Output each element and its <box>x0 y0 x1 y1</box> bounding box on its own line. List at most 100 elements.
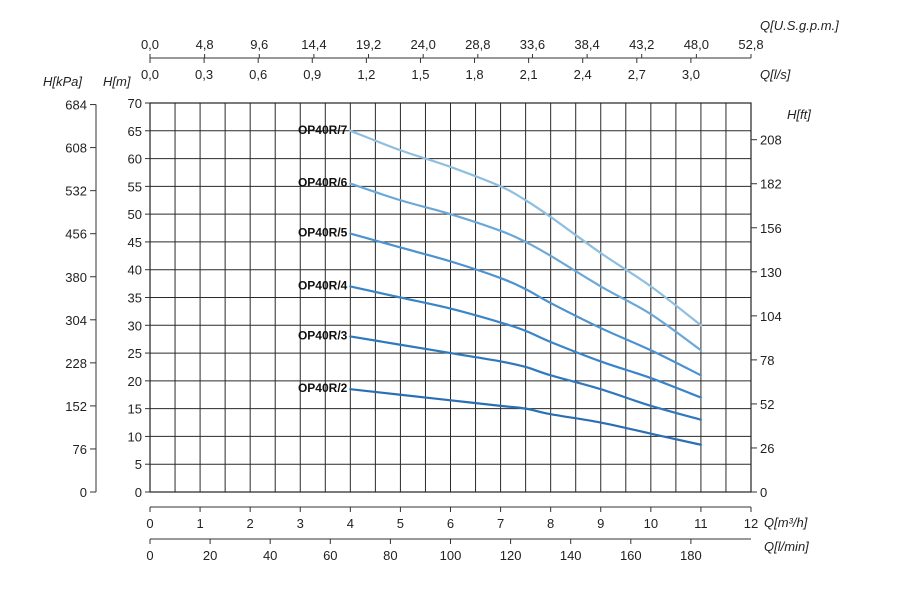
x-tick-label: 2 <box>247 516 254 531</box>
ft-tick-label: 78 <box>760 353 774 368</box>
x-tick-label: 10 <box>644 516 658 531</box>
ls-tick-label: 0,0 <box>141 67 159 82</box>
y-tick-label: 25 <box>128 346 142 361</box>
ls-tick-label: 0,3 <box>195 67 213 82</box>
series-line-op40r-2 <box>349 388 703 446</box>
series-label: OP40R/5 <box>298 226 348 240</box>
kpa-tick-label: 228 <box>65 356 87 371</box>
lmin-tick-label: 20 <box>203 548 217 563</box>
gpm-tick-label: 9,6 <box>250 37 268 52</box>
kpa-tick-label: 0 <box>80 485 87 500</box>
ls-tick-label: 3,0 <box>682 67 700 82</box>
y-tick-label: 20 <box>128 374 142 389</box>
y-tick-label: 10 <box>128 429 142 444</box>
y-tick-label: 65 <box>128 124 142 139</box>
ft-tick-label: 104 <box>760 309 782 324</box>
kpa-tick-label: 380 <box>65 270 87 285</box>
y-tick-label: 5 <box>135 457 142 472</box>
x-tick-label: 11 <box>694 516 708 531</box>
y-tick-label: 0 <box>135 485 142 500</box>
ls-tick-label: 0,9 <box>303 67 321 82</box>
ft-tick-label: 156 <box>760 221 782 236</box>
kpa-tick-label: 456 <box>65 227 87 242</box>
lmin-tick-label: 180 <box>680 548 702 563</box>
x-tick-label: 6 <box>447 516 454 531</box>
gpm-tick-label: 43,2 <box>629 37 654 52</box>
x-tick-label: 4 <box>347 516 354 531</box>
gpm-tick-label: 19,2 <box>356 37 381 52</box>
ls-tick-label: 0,6 <box>249 67 267 82</box>
lmin-tick-label: 160 <box>620 548 642 563</box>
lmin-axis-label: Q[l/min] <box>764 539 809 554</box>
series-line-op40r-7 <box>349 129 703 327</box>
ft-tick-label: 52 <box>760 397 774 412</box>
series-line-op40r-4 <box>349 285 703 399</box>
gpm-tick-label: 28,8 <box>465 37 490 52</box>
ls-tick-label: 2,4 <box>574 67 592 82</box>
ls-tick-label: 1,5 <box>411 67 429 82</box>
y-tick-label: 55 <box>128 179 142 194</box>
kpa-axis-label: H[kPa] <box>43 74 82 89</box>
kpa-tick-label: 76 <box>73 442 87 457</box>
kpa-tick-label: 304 <box>65 313 87 328</box>
ft-tick-label: 182 <box>760 177 782 192</box>
ft-tick-label: 130 <box>760 265 782 280</box>
gpm-tick-label: 33,6 <box>520 37 545 52</box>
y-tick-label: 15 <box>128 402 142 417</box>
gpm-tick-label: 38,4 <box>574 37 599 52</box>
series-label: OP40R/2 <box>298 381 348 395</box>
x-tick-label: 1 <box>196 516 203 531</box>
series-line-op40r-6 <box>349 182 703 352</box>
series-label: OP40R/3 <box>298 328 348 342</box>
y-tick-label: 45 <box>128 235 142 250</box>
kpa-tick-label: 684 <box>65 98 87 113</box>
y-tick-label: 50 <box>128 207 142 222</box>
y-tick-label: 40 <box>128 263 142 278</box>
ft-tick-label: 26 <box>760 441 774 456</box>
y-axis-label: H[m] <box>103 74 131 89</box>
lmin-tick-label: 0 <box>146 548 153 563</box>
gpm-axis-label: Q[U.S.g.p.m.] <box>760 18 839 33</box>
gpm-tick-label: 24,0 <box>411 37 436 52</box>
gpm-tick-label: 4,8 <box>196 37 214 52</box>
lmin-tick-label: 80 <box>383 548 397 563</box>
ls-axis-label: Q[l/s] <box>760 67 791 82</box>
kpa-tick-label: 152 <box>65 399 87 414</box>
ls-tick-label: 2,1 <box>520 67 538 82</box>
series-line-op40r-3 <box>349 335 703 421</box>
lmin-tick-label: 40 <box>263 548 277 563</box>
lmin-tick-label: 100 <box>440 548 462 563</box>
series-line-op40r-5 <box>349 232 703 377</box>
ft-axis-label: H[ft] <box>787 107 811 122</box>
series-label: OP40R/7 <box>298 123 348 137</box>
lmin-tick-label: 60 <box>323 548 337 563</box>
gpm-tick-label: 14,4 <box>301 37 326 52</box>
y-tick-label: 70 <box>128 96 142 111</box>
gpm-tick-label: 48,0 <box>684 37 709 52</box>
x-tick-label: 8 <box>547 516 554 531</box>
x-tick-label: 3 <box>297 516 304 531</box>
series-label: OP40R/6 <box>298 176 348 190</box>
y-tick-label: 30 <box>128 318 142 333</box>
gpm-tick-label: 52,8 <box>738 37 763 52</box>
series-label: OP40R/4 <box>298 278 348 292</box>
x-tick-label: 12 <box>744 516 758 531</box>
x-tick-label: 9 <box>597 516 604 531</box>
kpa-tick-label: 532 <box>65 184 87 199</box>
y-tick-label: 60 <box>128 152 142 167</box>
lmin-tick-label: 120 <box>500 548 522 563</box>
kpa-tick-label: 608 <box>65 141 87 156</box>
lmin-tick-label: 140 <box>560 548 582 563</box>
gpm-tick-label: 0,0 <box>141 37 159 52</box>
ft-tick-label: 0 <box>760 485 767 500</box>
x-tick-label: 5 <box>397 516 404 531</box>
x-tick-label: 0 <box>146 516 153 531</box>
ft-tick-label: 208 <box>760 133 782 148</box>
x-axis-label: Q[m³/h] <box>764 515 808 530</box>
ls-tick-label: 1,2 <box>357 67 375 82</box>
y-tick-label: 35 <box>128 291 142 306</box>
x-tick-label: 7 <box>497 516 504 531</box>
ls-tick-label: 1,8 <box>466 67 484 82</box>
